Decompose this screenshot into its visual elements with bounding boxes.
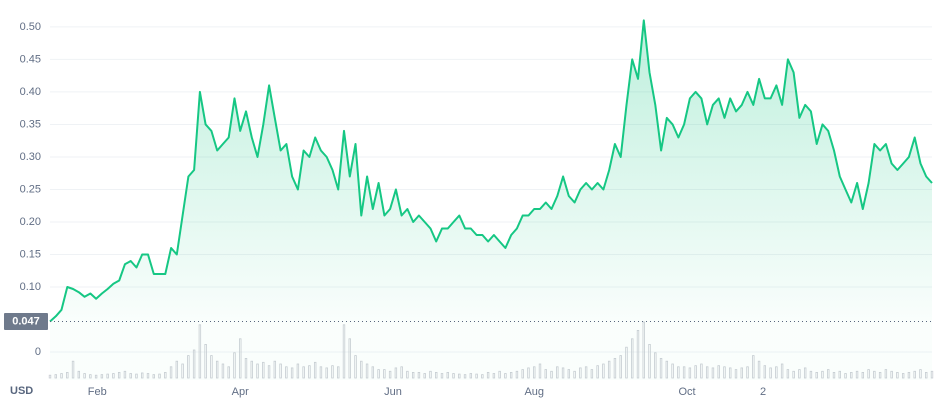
y-tick-label: 0.50 <box>20 21 41 33</box>
y-tick-label: 0 <box>35 346 41 358</box>
y-tick-label: 0.45 <box>20 53 41 65</box>
price-line <box>49 19 933 323</box>
unit-label: USD <box>10 385 33 397</box>
price-label-box <box>4 312 48 330</box>
price-label: 0.047 <box>12 315 40 327</box>
price-area <box>50 20 932 381</box>
y-tick-label: 0.15 <box>20 248 41 260</box>
x-tick-label: Aug <box>524 386 544 398</box>
x-tick-label: Oct <box>678 386 695 398</box>
y-tick-label: 0.40 <box>20 86 41 98</box>
y-tick-label: 0.35 <box>20 118 41 130</box>
y-tick-label: 0.20 <box>20 216 41 228</box>
y-tick-label: 0.25 <box>20 183 41 195</box>
x-tick-label: 2 <box>760 386 766 398</box>
x-tick-label: Feb <box>88 386 107 398</box>
x-tick-label: Apr <box>232 386 249 398</box>
y-tick-label: 0.10 <box>20 281 41 293</box>
y-tick-label: 0.30 <box>20 151 41 163</box>
x-tick-label: Jun <box>384 386 402 398</box>
